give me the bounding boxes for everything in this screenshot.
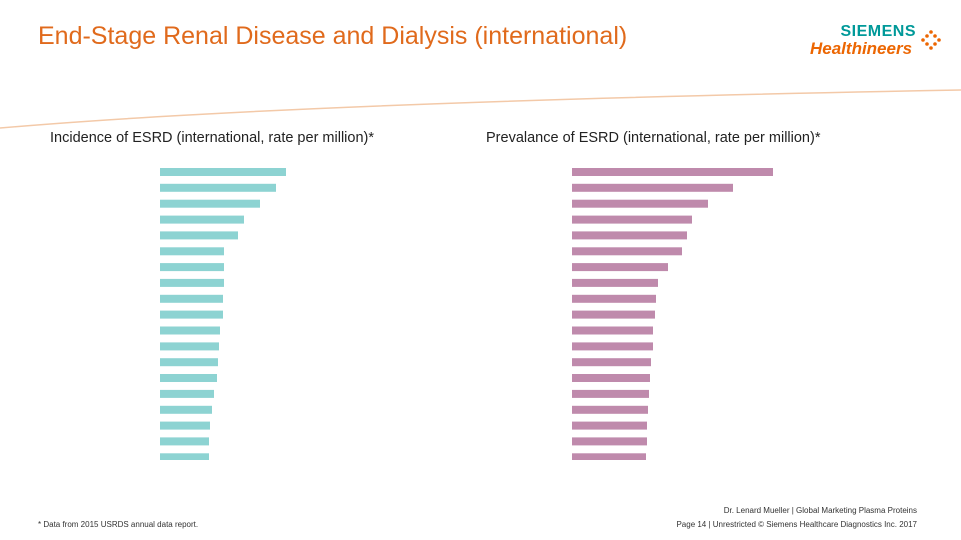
- prevalence-chart-title: Prevalance of ESRD (international, rate …: [486, 130, 821, 146]
- incidence-chart-title: Incidence of ESRD (international, rate p…: [50, 130, 374, 146]
- prevalence-bar: [572, 437, 647, 446]
- incidence-bar: [160, 326, 220, 335]
- prevalence-bar: [572, 247, 682, 256]
- siemens-healthineers-logo: SIEMENS Healthineers: [806, 23, 942, 61]
- prevalence-bar: [572, 231, 687, 240]
- incidence-bar: [160, 358, 218, 367]
- incidence-bar: [160, 405, 212, 414]
- incidence-bar: [160, 183, 276, 192]
- prevalence-bar: [572, 405, 648, 414]
- incidence-bar: [160, 199, 260, 208]
- incidence-bar: [160, 231, 238, 240]
- incidence-bar: [160, 247, 224, 256]
- prevalence-bar: [572, 310, 655, 319]
- prevalence-bar: [572, 294, 656, 303]
- prevalence-bar: [572, 421, 647, 430]
- incidence-bar: [160, 310, 223, 319]
- prevalence-bar: [572, 215, 692, 224]
- prevalence-bar: [572, 168, 773, 176]
- prevalence-bar: [572, 374, 650, 382]
- header-divider: [0, 89, 961, 129]
- prevalence-bar: [572, 326, 653, 335]
- incidence-bar: [160, 294, 223, 303]
- prevalence-bar: [572, 453, 646, 460]
- prevalence-bar: [572, 358, 651, 367]
- incidence-bar: [160, 421, 210, 430]
- footnote: * Data from 2015 USRDS annual data repor…: [38, 520, 199, 529]
- prevalence-bar: [572, 389, 649, 398]
- prevalence-bar: [572, 278, 658, 287]
- incidence-bar: [160, 389, 214, 398]
- incidence-bar: [160, 215, 244, 224]
- logo-dots-icon: [921, 30, 941, 50]
- prevalence-bar: [572, 183, 733, 192]
- incidence-bar: [160, 278, 224, 287]
- author-line: Dr. Lenard Mueller | Global Marketing Pl…: [723, 506, 917, 515]
- incidence-bar: [160, 453, 209, 460]
- prevalence-bar: [572, 263, 668, 272]
- logo-brand-text: SIEMENS: [840, 23, 916, 40]
- page-info: Page 14 | Unrestricted © Siemens Healthc…: [676, 520, 917, 529]
- prevalence-chart: [572, 168, 773, 460]
- incidence-bar: [160, 263, 224, 272]
- slide-title: End-Stage Renal Disease and Dialysis (in…: [38, 22, 628, 50]
- incidence-bar: [160, 168, 286, 176]
- prevalence-bar: [572, 342, 653, 351]
- incidence-chart: [160, 168, 286, 460]
- prevalence-bar: [572, 199, 708, 208]
- incidence-bar: [160, 342, 219, 351]
- incidence-bar: [160, 437, 209, 446]
- incidence-bar: [160, 374, 217, 382]
- logo-sub-text: Healthineers: [810, 39, 913, 58]
